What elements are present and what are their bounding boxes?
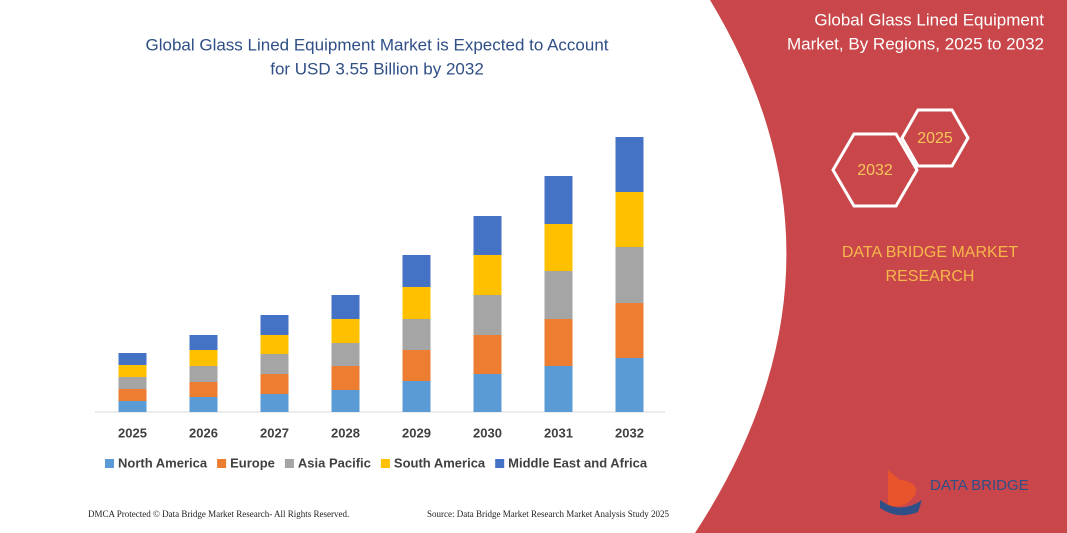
brand-text: RESEARCH — [886, 268, 975, 285]
bar-segment — [473, 255, 502, 295]
x-tick-label: 2030 — [473, 425, 502, 440]
logo-text: DATA BRIDGE — [930, 477, 1029, 494]
legend-label: Asia Pacific — [298, 455, 371, 470]
legend-label: South America — [394, 455, 486, 470]
x-tick-label: 2028 — [331, 425, 360, 440]
bar-segment — [615, 192, 644, 247]
bar-segment — [402, 255, 431, 287]
bar-segment — [118, 365, 147, 377]
bar-segment — [544, 176, 573, 224]
bar-segment — [331, 295, 360, 319]
bar-segment — [118, 377, 147, 389]
bar-segment — [473, 374, 502, 412]
hex-label: 2032 — [857, 162, 893, 179]
bar-segment — [615, 137, 644, 192]
hexagon — [831, 132, 919, 208]
bar-segment — [544, 366, 573, 412]
hex-label: 2025 — [917, 130, 953, 147]
bar-segment — [331, 366, 360, 390]
bar-segment — [473, 295, 502, 335]
legend-swatch — [380, 459, 390, 468]
brand-text: DATA BRIDGE MARKET — [842, 244, 1019, 261]
x-tick-label: 2027 — [260, 425, 289, 440]
bar-segment — [402, 287, 431, 319]
bar-segment — [473, 216, 502, 255]
hexagon — [900, 108, 970, 168]
logo-mark — [888, 470, 916, 507]
bar-segment — [402, 381, 431, 412]
bar-segment — [544, 319, 573, 366]
x-tick-label: 2026 — [189, 425, 218, 440]
bar-segment — [118, 353, 147, 365]
bar-segment — [189, 397, 218, 412]
x-tick-label: 2025 — [118, 425, 147, 440]
legend-label: North America — [118, 455, 208, 470]
bar-segment — [331, 390, 360, 412]
footer-left: DMCA Protected © Data Bridge Market Rese… — [88, 509, 349, 519]
legend: North America Europe Asia Pacific South Ame… — [105, 455, 648, 470]
bar-segment — [402, 350, 431, 381]
chart-title: for USD 3.55 Billion by 2032 — [270, 59, 484, 78]
bar-segment — [260, 335, 289, 354]
panel-title: Market, By Regions, 2025 to 2032 — [787, 34, 1044, 53]
bar-segment — [544, 271, 573, 319]
bar-segment — [118, 401, 147, 412]
bar-segment — [402, 319, 431, 350]
footer-right: Source: Data Bridge Market Research Mark… — [427, 509, 669, 519]
bars: 2025 2026 2027 2028 2029 2030 2031 2032 — [118, 137, 644, 440]
logo: DATA BRIDGE — [880, 470, 1029, 516]
bar-segment — [118, 389, 147, 401]
bar-segment — [544, 224, 573, 271]
legend-swatch — [217, 459, 227, 468]
panel-title: Global Glass Lined Equipment — [814, 10, 1044, 29]
bar-segment — [260, 315, 289, 335]
legend-swatch — [105, 459, 114, 468]
legend-swatch — [284, 459, 294, 468]
legend-label: Middle East and Africa — [508, 455, 648, 470]
bar-segment — [331, 343, 360, 366]
bar-segment — [473, 335, 502, 374]
bar-segment — [260, 394, 289, 412]
logo-mark — [880, 500, 922, 516]
side-panel — [695, 0, 1067, 533]
x-tick-label: 2031 — [544, 425, 573, 440]
bar-segment — [615, 303, 644, 358]
bar-segment — [615, 247, 644, 303]
legend-label: Europe — [230, 455, 275, 470]
bar-segment — [331, 319, 360, 343]
chart-title: Global Glass Lined Equipment Market is E… — [145, 35, 608, 54]
bar-segment — [189, 382, 218, 397]
bar-segment — [615, 358, 644, 412]
legend-swatch — [495, 459, 505, 468]
bar-segment — [260, 374, 289, 394]
x-tick-label: 2032 — [615, 425, 644, 440]
bar-segment — [189, 366, 218, 382]
bar-segment — [189, 350, 218, 366]
x-tick-label: 2029 — [402, 425, 431, 440]
bar-segment — [189, 335, 218, 350]
bar-segment — [260, 354, 289, 374]
